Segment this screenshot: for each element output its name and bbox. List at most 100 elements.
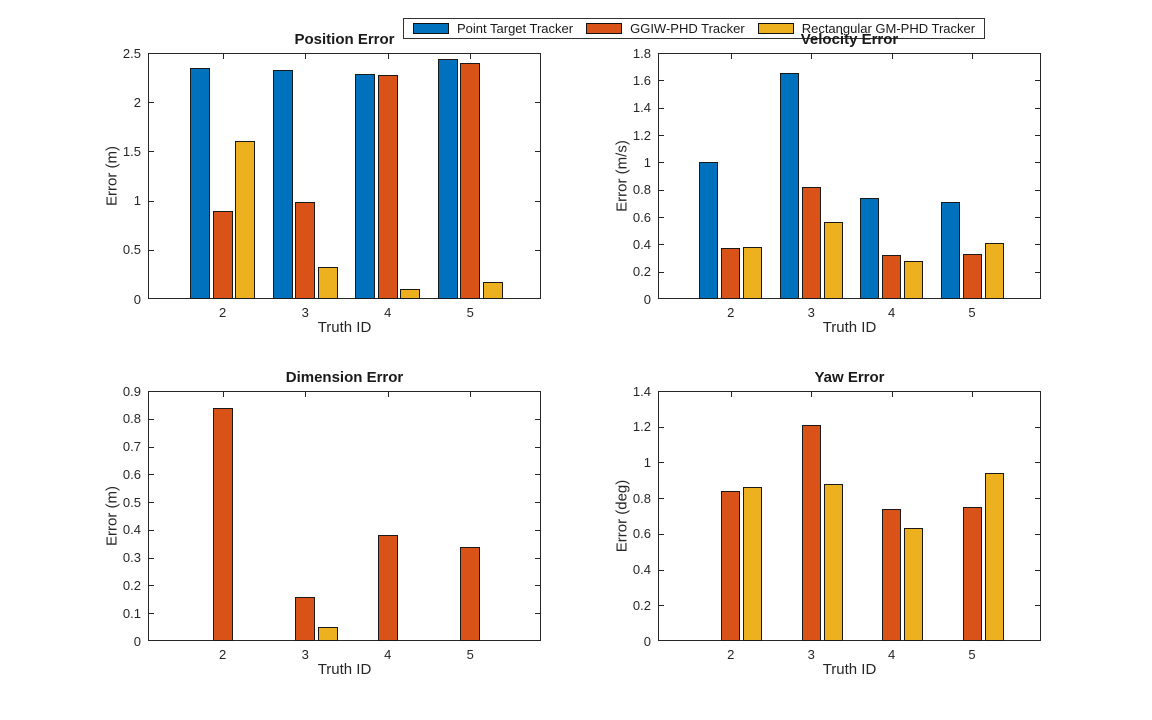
y-tick-label: 1.2: [632, 419, 651, 435]
x-tick-label: 3: [301, 647, 309, 662]
bar-rectangular-gm-phd-tracker-truth-5: [985, 473, 1004, 641]
x-tick-label: 4: [384, 305, 392, 320]
y-tick-label: 0.2: [632, 264, 651, 280]
legend-swatch-rectangular-gm-phd-tracker-icon: [757, 23, 794, 34]
y-tick-label: 0.6: [632, 526, 651, 542]
bar-point-target-tracker-truth-4: [860, 198, 879, 299]
y-tick-mark: [149, 557, 154, 559]
bar-rectangular-gm-phd-tracker-truth-4: [904, 261, 923, 299]
y-tick-mark-right: [1035, 640, 1040, 641]
y-tick-mark: [149, 298, 154, 299]
x-tick-mark-top: [811, 392, 813, 397]
y-tick-mark: [149, 529, 154, 531]
legend-item-ggiw-phd-tracker: GGIW-PHD Tracker: [586, 22, 745, 35]
y-tick-mark: [659, 426, 664, 428]
y-tick-mark: [659, 189, 664, 191]
bar-point-target-tracker-truth-2: [190, 68, 210, 299]
y-tick-mark: [149, 585, 154, 587]
bar-ggiw-phd-tracker-truth-4: [882, 509, 901, 641]
legend-swatch-point-target-tracker-icon: [413, 23, 449, 34]
x-tick-mark-top: [387, 54, 389, 59]
x-tick-label: 2: [727, 305, 735, 320]
bar-rectangular-gm-phd-tracker-truth-3: [824, 484, 843, 641]
y-tick-mark: [149, 502, 154, 504]
bar-rectangular-gm-phd-tracker-truth-3: [318, 267, 338, 299]
bar-rectangular-gm-phd-tracker-truth-4: [400, 289, 420, 299]
y-tick-mark-right: [535, 418, 540, 420]
y-tick-label: 0.4: [632, 236, 651, 252]
y-tick-label: 0.7: [122, 439, 141, 455]
y-tick-mark: [659, 135, 664, 136]
x-tick-label: 5: [968, 305, 976, 320]
x-tick-label: 5: [466, 305, 474, 320]
bar-point-target-tracker-truth-5: [941, 202, 960, 299]
y-tick-mark-right: [1035, 271, 1040, 273]
bar-ggiw-phd-tracker-truth-2: [721, 491, 740, 641]
y-tick-label: 0.2: [632, 597, 651, 613]
y-tick-label: 1.6: [632, 72, 651, 88]
bar-ggiw-phd-tracker-truth-2: [213, 408, 233, 641]
y-tick-mark: [149, 151, 154, 153]
bar-point-target-tracker-truth-4: [355, 74, 375, 299]
bar-point-target-tracker-truth-3: [780, 73, 799, 299]
plot-title-position-error: Position Error: [294, 31, 395, 48]
bar-ggiw-phd-tracker-truth-5: [963, 254, 982, 299]
y-tick-label: 2: [133, 94, 141, 110]
y-tick-mark-right: [535, 446, 540, 448]
y-tick-mark: [149, 53, 154, 54]
x-tick-mark-top: [730, 54, 732, 59]
y-tick-label: 0.2: [122, 577, 141, 593]
x-tick-label: 2: [727, 647, 735, 662]
y-tick-label: 1: [133, 193, 141, 209]
plot-area-dimension-error: [148, 391, 541, 641]
legend-swatch-ggiw-phd-tracker-icon: [586, 23, 623, 34]
y-tick-label: 1.5: [122, 143, 141, 159]
x-tick-mark-top: [305, 392, 307, 397]
y-tick-mark-right: [1035, 107, 1040, 109]
y-axis-label-yaw-error: Error (deg): [613, 479, 631, 553]
y-tick-mark-right: [1035, 426, 1040, 428]
x-tick-mark-top: [305, 54, 307, 59]
y-tick-mark-right: [1035, 244, 1040, 246]
x-tick-mark-top: [222, 54, 224, 59]
x-tick-mark-top: [470, 392, 472, 397]
y-tick-mark-right: [535, 585, 540, 587]
y-tick-mark-right: [535, 529, 540, 531]
y-tick-label: 0: [643, 633, 651, 649]
y-tick-mark: [659, 462, 664, 464]
bar-rectangular-gm-phd-tracker-truth-3: [824, 222, 843, 299]
y-tick-mark-right: [535, 557, 540, 559]
legend-item-point-target-tracker: Point Target Tracker: [413, 22, 573, 35]
legend-item-rectangular-gm-phd-tracker: Rectangular GM-PHD Tracker: [757, 21, 976, 36]
bar-rectangular-gm-phd-tracker-truth-5: [985, 243, 1004, 299]
plot-title-dimension-error: Dimension Error: [285, 369, 404, 386]
x-axis-label-yaw-error: Truth ID: [822, 661, 877, 678]
y-tick-mark: [659, 569, 664, 571]
y-tick-mark-right: [535, 640, 540, 641]
bar-ggiw-phd-tracker-truth-2: [213, 211, 233, 299]
y-tick-mark: [659, 391, 664, 392]
y-tick-mark: [149, 446, 154, 448]
bar-rectangular-gm-phd-tracker-truth-2: [235, 141, 255, 299]
y-tick-mark: [659, 605, 664, 607]
y-tick-label: 0.9: [122, 383, 141, 399]
y-tick-mark-right: [535, 53, 540, 54]
y-tick-mark-right: [1035, 189, 1040, 191]
y-tick-label: 0.8: [632, 182, 651, 198]
y-tick-mark-right: [1035, 533, 1040, 535]
bar-ggiw-phd-tracker-truth-3: [295, 202, 315, 299]
plot-title-velocity-error: Velocity Error: [800, 31, 899, 48]
y-tick-mark-right: [1035, 135, 1040, 136]
y-tick-mark-right: [1035, 53, 1040, 54]
x-tick-label: 3: [301, 305, 309, 320]
bar-ggiw-phd-tracker-truth-3: [802, 425, 821, 641]
y-tick-label: 0.3: [122, 550, 141, 566]
y-tick-label: 1: [643, 154, 651, 170]
y-tick-label: 0: [133, 633, 141, 649]
y-tick-label: 0: [643, 291, 651, 307]
x-tick-label: 4: [888, 305, 896, 320]
y-tick-mark: [659, 271, 664, 273]
y-tick-label: 2.5: [122, 45, 141, 61]
legend-label-rectangular-gm-phd-tracker: Rectangular GM-PHD Tracker: [801, 21, 976, 36]
y-tick-mark: [149, 418, 154, 420]
